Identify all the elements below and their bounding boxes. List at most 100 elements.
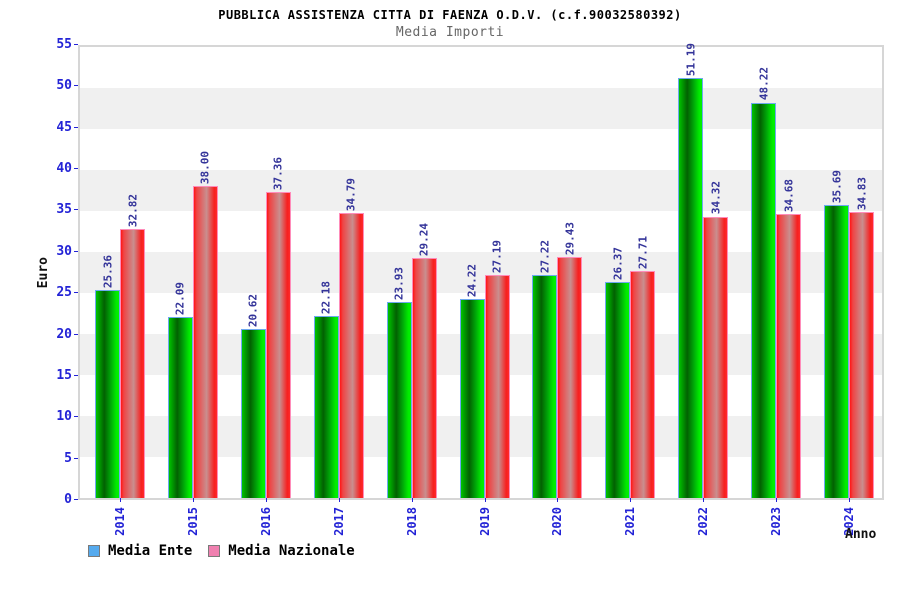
y-tick-mark	[74, 168, 78, 170]
bar-value-label: 27.71	[636, 235, 650, 269]
y-tick-mark	[74, 333, 78, 335]
x-tick-mark	[776, 498, 778, 502]
bar-ente-2021: 26.37	[605, 247, 631, 498]
bar-value-label: 20.62	[246, 293, 260, 327]
y-tick-mark	[74, 292, 78, 294]
y-tick-label: 35	[56, 202, 72, 218]
bar-value-label: 27.22	[538, 239, 552, 273]
x-tick-mark	[265, 498, 267, 502]
x-tick-mark	[411, 498, 413, 502]
bar-group-2021: 26.37 27.71 2021	[590, 47, 663, 536]
bar-ente-2022: 51.19	[678, 43, 704, 498]
chart-title: PUBBLICA ASSISTENZA CITTA DI FAENZA O.D.…	[218, 8, 682, 22]
bar-ente-2023: 48.22	[751, 67, 777, 498]
bar-value-label: 35.69	[829, 170, 843, 204]
x-tick-label-2021: 2021	[623, 507, 638, 536]
legend-label-media-ente: Media Ente	[108, 543, 193, 559]
bar-value-label: 34.32	[709, 181, 723, 215]
x-axis-title: Anno	[845, 527, 877, 542]
bar-nazionale-2014: 32.82	[120, 194, 145, 498]
bar-value-label: 32.82	[125, 193, 139, 227]
y-tick-mark	[74, 126, 78, 128]
legend-item-media-ente: Media Ente	[88, 543, 192, 559]
bar-value-label: 22.18	[319, 281, 333, 315]
bar-ente-2017: 22.18	[313, 281, 339, 498]
bar-value-label: 26.37	[611, 246, 625, 280]
y-tick-mark	[74, 499, 78, 500]
bar-ente-2024: 35.69	[824, 170, 850, 498]
y-tick-label: 30	[56, 243, 72, 259]
y-tick-label: 5	[64, 450, 72, 466]
bar-value-label: 23.93	[392, 266, 406, 300]
y-tick-label: 25	[56, 285, 72, 301]
y-tick-label: 0	[64, 492, 72, 507]
y-tick-mark	[74, 457, 78, 459]
bar-value-label: 34.79	[344, 177, 358, 211]
x-tick-label-2020: 2020	[550, 507, 565, 536]
y-tick-mark	[74, 374, 78, 376]
bar-nazionale-2022: 34.32	[703, 181, 729, 498]
y-tick-mark	[74, 250, 78, 252]
bar-ente-2015: 22.09	[167, 282, 193, 498]
bar-group-2024: 35.69 34.83 2024	[809, 47, 882, 536]
x-tick-mark	[630, 498, 632, 502]
bar-group-2023: 48.22 34.68 2023	[736, 47, 809, 536]
legend-label-media-nazionale: Media Nazionale	[228, 543, 355, 559]
x-tick-label-2017: 2017	[331, 507, 346, 536]
y-tick-mark	[74, 416, 78, 418]
bar-nazionale-2024: 34.83	[849, 177, 875, 498]
y-tick-label: 55	[56, 37, 72, 52]
bar-group-2015: 22.09 38.00 2015	[153, 47, 226, 536]
y-tick-label: 10	[56, 409, 72, 425]
y-tick-label: 50	[56, 78, 72, 94]
y-axis-tick-marks	[74, 44, 78, 500]
y-axis-tick-labels: 0 5 10 15 20 25 30 35 40 45 50 55	[28, 37, 72, 507]
x-tick-label-2014: 2014	[112, 507, 127, 536]
bar-group-2020: 27.22 29.43 2020	[517, 47, 590, 536]
y-tick-mark	[74, 209, 78, 211]
x-tick-label-2019: 2019	[477, 507, 492, 536]
x-tick-label-2022: 2022	[696, 507, 711, 536]
bar-value-label: 29.24	[417, 223, 431, 257]
x-tick-label-2023: 2023	[768, 507, 783, 536]
bar-nazionale-2016: 37.36	[265, 157, 291, 498]
y-tick-label: 40	[56, 161, 72, 177]
bar-group-2022: 51.19 34.32 2022	[663, 43, 736, 536]
bar-nazionale-2017: 34.79	[338, 178, 364, 498]
bar-nazionale-2020: 29.43	[557, 222, 583, 498]
bar-value-label: 34.68	[782, 178, 796, 212]
bar-value-label: 24.22	[465, 264, 479, 298]
bar-ente-2020: 27.22	[532, 240, 558, 498]
legend-item-media-nazionale: Media Nazionale	[208, 543, 355, 559]
plot-area: 25.36 32.82 2014 22.09 38.00 2015 20.62 37.36 20…	[78, 43, 884, 536]
bar-value-label: 38.00	[198, 151, 212, 185]
bar-nazionale-2021: 27.71	[630, 236, 656, 498]
bar-value-label: 48.22	[757, 67, 771, 101]
y-tick-label: 15	[56, 367, 72, 383]
x-tick-mark	[703, 498, 705, 502]
y-tick-label: 45	[56, 119, 72, 135]
x-tick-mark	[120, 498, 121, 502]
chart-subtitle: Media Importi	[395, 25, 505, 40]
bar-group-2016: 20.62 37.36 2016	[226, 47, 299, 536]
bar-value-label: 22.09	[173, 281, 187, 315]
x-tick-label-2018: 2018	[404, 507, 419, 536]
y-tick-label: 20	[56, 326, 72, 342]
bar-ente-2014: 25.36	[95, 255, 120, 498]
x-tick-mark	[849, 498, 851, 502]
bar-value-label: 51.19	[684, 43, 698, 77]
x-tick-mark	[557, 498, 559, 502]
legend-swatch-media-ente	[88, 545, 100, 557]
x-tick-mark	[338, 498, 340, 502]
bar-value-label: 29.43	[563, 221, 577, 255]
bar-value-label: 27.19	[490, 239, 504, 274]
bar-nazionale-2019: 27.19	[484, 240, 510, 498]
x-tick-label-2016: 2016	[258, 507, 273, 536]
bar-ente-2019: 24.22	[459, 264, 485, 498]
y-tick-mark	[74, 85, 78, 87]
bar-nazionale-2015: 38.00	[192, 151, 218, 498]
bar-nazionale-2023: 34.68	[776, 179, 802, 498]
bar-group-2018: 23.93 29.24 2018	[372, 47, 445, 536]
y-tick-mark	[74, 44, 78, 45]
bar-group-2017: 22.18 34.79 2017	[299, 47, 372, 536]
